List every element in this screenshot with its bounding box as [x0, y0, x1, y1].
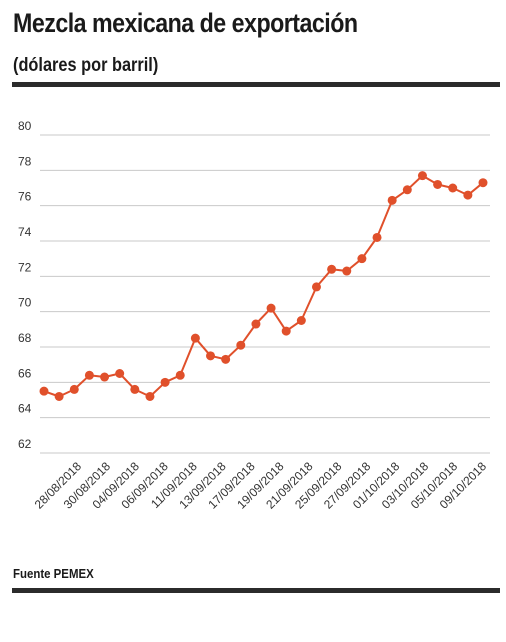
- data-point: [478, 178, 488, 188]
- data-point: [160, 377, 170, 387]
- data-point: [357, 254, 367, 264]
- y-tick-label: 66: [18, 366, 32, 380]
- y-tick-label: 72: [18, 260, 32, 274]
- grid-lines: [40, 134, 490, 454]
- data-point: [266, 303, 276, 313]
- data-point: [145, 391, 155, 401]
- x-axis-ticks: 28/08/201830/08/201804/09/201806/09/2018…: [32, 459, 490, 512]
- y-tick-label: 74: [18, 225, 32, 239]
- data-point: [221, 354, 231, 364]
- chart-title: Mezcla mexicana de exportación: [13, 8, 358, 38]
- y-tick-label: 70: [18, 296, 32, 310]
- data-point: [311, 282, 321, 292]
- y-tick-label: 80: [18, 119, 32, 133]
- data-point: [115, 369, 125, 378]
- data-point: [448, 183, 458, 193]
- y-tick-label: 76: [18, 190, 32, 204]
- data-point: [463, 190, 473, 200]
- data-point: [190, 333, 200, 343]
- series-points: [39, 171, 488, 401]
- data-point: [327, 264, 337, 274]
- y-tick-label: 78: [18, 154, 32, 168]
- data-point: [417, 171, 427, 181]
- series-line: [43, 174, 484, 398]
- data-point: [175, 370, 185, 380]
- y-axis-ticks: 62 64 66 68 70 72 74 76 78 80: [18, 119, 32, 451]
- y-tick-label: 64: [18, 402, 32, 416]
- data-point: [84, 370, 94, 380]
- data-point: [130, 384, 140, 394]
- data-point: [39, 386, 49, 396]
- data-point: [54, 391, 64, 401]
- source-note: Fuente PEMEX: [13, 566, 94, 581]
- data-point: [100, 372, 110, 382]
- series-line-path: [43, 174, 484, 398]
- data-point: [372, 232, 382, 242]
- data-point: [402, 185, 412, 195]
- data-point: [69, 384, 79, 394]
- data-point: [206, 351, 216, 361]
- y-tick-label: 62: [18, 437, 32, 451]
- chart-subtitle: (dólares por barril): [13, 55, 159, 76]
- data-point: [281, 326, 291, 336]
- data-point: [342, 266, 352, 276]
- data-point: [387, 195, 397, 205]
- data-point: [236, 340, 246, 350]
- bottom-rule: [12, 588, 500, 593]
- data-point: [251, 319, 261, 329]
- data-point: [433, 179, 443, 189]
- y-tick-label: 68: [18, 331, 32, 345]
- data-point: [296, 316, 306, 325]
- top-rule: [12, 82, 500, 87]
